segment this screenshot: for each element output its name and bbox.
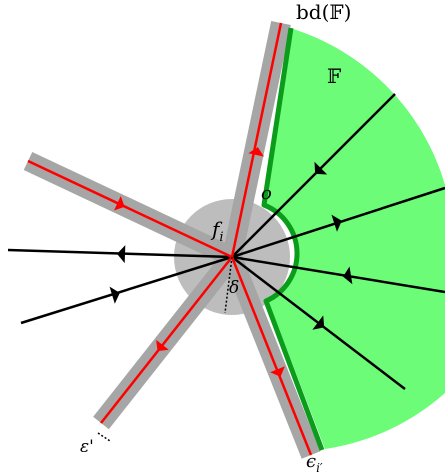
label-epsilon-i: ϵi′: [306, 451, 323, 475]
edge-left: [27, 159, 233, 259]
arrow-ray-left: [117, 245, 126, 264]
label-epsilon-prime: ε': [80, 437, 94, 457]
epsilon-width: [97, 432, 111, 442]
edge-lower: [230, 256, 313, 456]
arrow-edge-upper: [248, 147, 264, 157]
region-f: [264, 28, 445, 449]
label-point-o: o: [261, 183, 272, 204]
label-epsilon-i-sub: i′: [316, 461, 323, 475]
arrow-ray-3: [343, 266, 353, 285]
arrow-edge-left: [113, 196, 125, 211]
arrow-ray-4: [312, 315, 325, 330]
edge-lower-left: [100, 256, 233, 424]
arrow-edge-lower-left: [156, 339, 169, 352]
label-boundary: bd(𝔽): [296, 0, 351, 24]
ray-3: [231, 255, 445, 294]
arrow-edge-lower: [270, 366, 285, 377]
red-edges: [27, 22, 313, 456]
ray-1: [231, 93, 396, 258]
arrow-ray-2: [331, 214, 342, 232]
delta-radius: [224, 256, 233, 314]
edge-arrows: [113, 147, 285, 377]
label-vertex-sub: i: [219, 230, 223, 245]
label-epsilon-i-main: ϵ: [306, 451, 316, 472]
ray-lower-left: [20, 255, 233, 325]
edge-upper: [230, 22, 283, 258]
arrow-ray-lower-left: [109, 286, 120, 304]
label-region: 𝔽: [327, 64, 341, 88]
boundary-outline: [261, 27, 325, 451]
label-delta: δ: [229, 278, 239, 298]
